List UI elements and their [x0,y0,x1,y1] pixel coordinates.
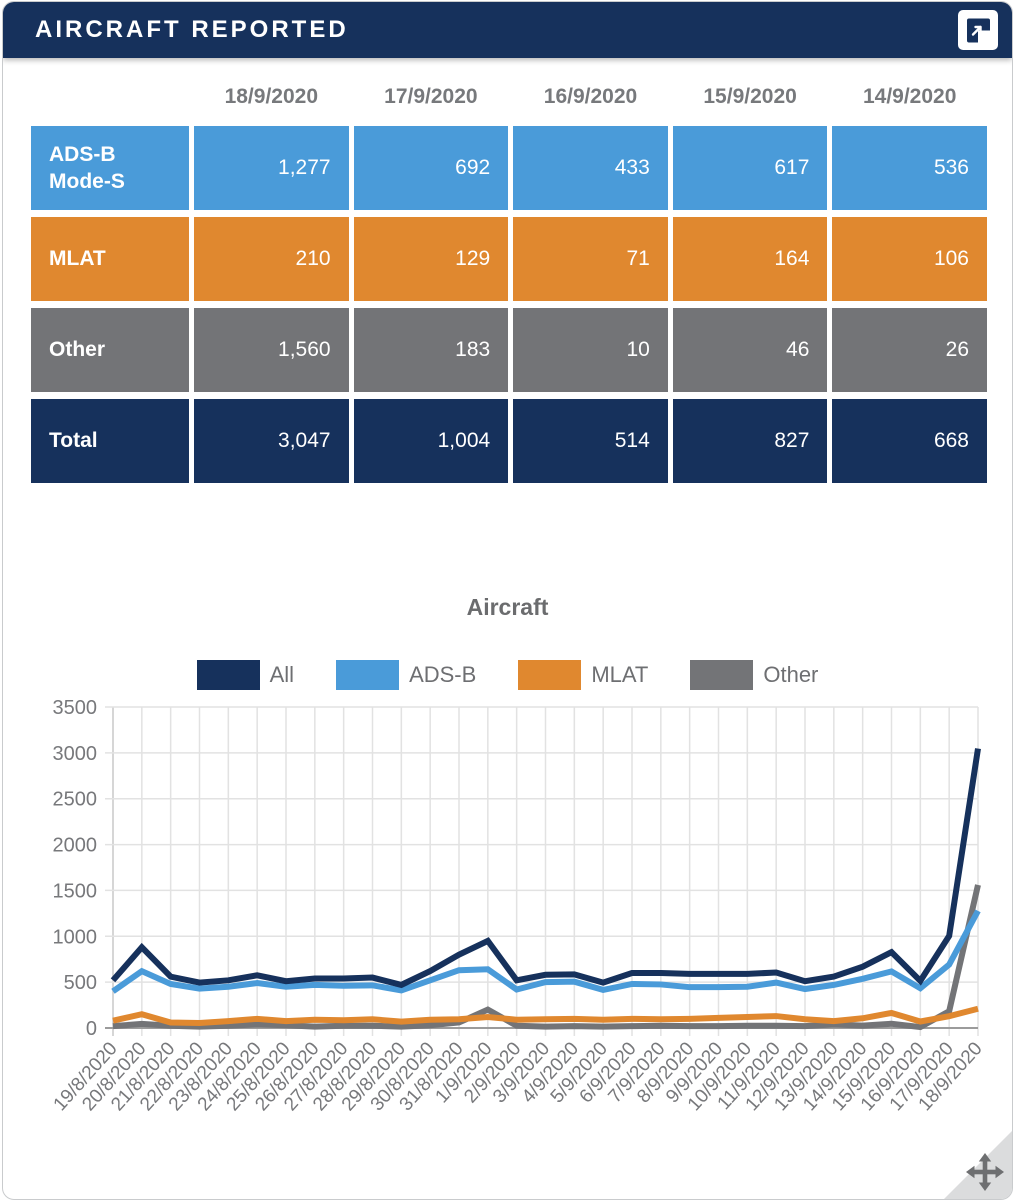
column-header-date: 15/9/2020 [703,85,797,108]
table-value-cell: 46 [672,308,828,392]
legend-item-ads-b[interactable]: ADS-B [336,660,476,690]
legend-label: ADS-B [409,662,477,687]
column-header-date: 18/9/2020 [224,85,319,108]
table-value-cell: 10 [513,308,668,392]
row-label: Total [31,399,189,483]
series-line-ads-b [111,909,981,994]
legend-item-all[interactable]: All [196,660,295,690]
table-value-cell: 692 [353,126,509,210]
aircraft-line-chart: 19/8/202020/8/202021/8/202022/8/202023/8… [50,697,987,1115]
move-icon [965,1152,1005,1192]
table-value-cell: 536 [832,126,987,210]
series-line-mlat [112,1005,979,1026]
table-value-cell: 433 [513,126,668,210]
series-line-all [110,748,981,989]
legend-item-mlat[interactable]: MLAT [518,660,648,690]
y-axis-tick-label: 2500 [53,789,98,811]
table-value-cell: 1,004 [353,399,509,483]
table-value-cell: 210 [194,217,349,301]
table-value-cell: 106 [832,217,987,301]
y-axis-tick-label: 1500 [53,880,98,902]
collapse-corner-icon [965,17,992,44]
table-value-cell: 129 [353,217,509,301]
table-value-cell: 1,560 [194,308,349,392]
legend-label: All [269,662,295,687]
chart-legend: All ADS-B MLAT Other [3,660,1012,690]
table-value-cell: 827 [672,399,828,483]
y-axis-tick-label: 3000 [53,743,98,765]
table-value-cell: 514 [513,399,668,483]
row-label: Other [31,308,189,392]
y-axis-tick-label: 1000 [53,926,98,948]
y-axis-tick-label: 500 [64,972,97,994]
panel-title: AIRCRAFT REPORTED [35,16,349,43]
chart-title: Aircraft [466,594,549,620]
table-value-cell: 71 [513,217,668,301]
table-value-cell: 668 [832,399,987,483]
legend-swatch-ads-b [336,660,400,690]
legend-swatch-mlat [518,660,582,690]
legend-item-other[interactable]: Other [690,660,818,690]
table-corner-cell [31,78,189,116]
aircraft-table: ADS-B Mode-S 1,277 692 433 617 536 MLAT 210 129 7… [31,126,987,483]
table-header-row: 18/9/2020 17/9/2020 16/9/2020 15/9/2020 14/9… [31,78,987,116]
table-value-cell: 164 [672,217,828,301]
panel-header: AIRCRAFT REPORTED [3,2,1012,58]
series-line-other [112,884,981,1031]
table-value-cell: 3,047 [194,399,349,483]
row-label: ADS-B Mode-S [31,126,189,210]
legend-label: Other [763,662,819,687]
table-value-cell: 183 [353,308,509,392]
table-value-cell: 26 [832,308,987,392]
table-value-cell: 1,277 [194,126,349,210]
y-axis-tick-label: 2000 [53,835,98,857]
column-header-date: 14/9/2020 [862,85,957,108]
row-label: MLAT [31,217,189,301]
column-header-date: 17/9/2020 [384,85,478,108]
legend-swatch-other [690,660,754,690]
legend-swatch-all [196,660,260,690]
y-axis-tick-label: 3500 [53,697,98,719]
legend-label: MLAT [591,662,649,687]
y-axis-tick-label: 0 [86,1018,97,1040]
resize-drag-handle[interactable] [944,1131,1012,1199]
column-header-date: 16/9/2020 [543,85,638,108]
collapse-button[interactable] [958,10,998,50]
table-value-cell: 617 [672,126,828,210]
